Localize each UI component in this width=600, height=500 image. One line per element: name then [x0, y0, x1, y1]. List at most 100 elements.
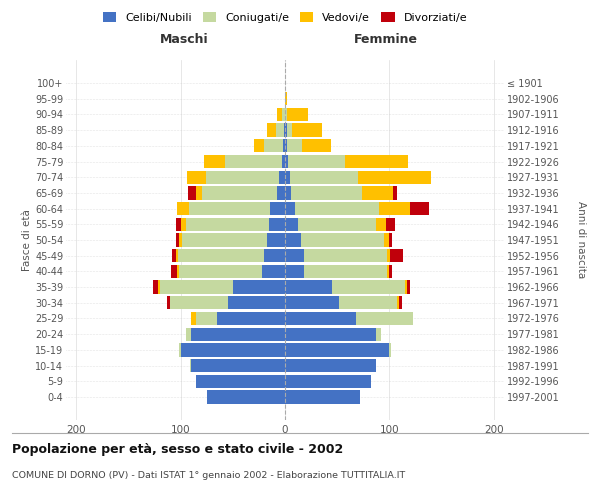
- Bar: [233, 280, 285, 294]
- Text: Maschi: Maschi: [160, 32, 209, 46]
- Bar: [387, 249, 391, 262]
- Bar: [264, 139, 283, 152]
- Bar: [287, 108, 308, 121]
- Bar: [196, 312, 217, 325]
- Bar: [224, 155, 282, 168]
- Bar: [275, 124, 284, 137]
- Bar: [179, 343, 181, 356]
- Bar: [196, 186, 202, 200]
- Bar: [290, 170, 358, 184]
- Bar: [191, 359, 285, 372]
- Bar: [158, 280, 160, 294]
- Bar: [282, 155, 285, 168]
- Bar: [167, 296, 170, 310]
- Bar: [175, 234, 179, 246]
- Bar: [397, 296, 398, 310]
- Bar: [217, 312, 285, 325]
- Bar: [398, 296, 402, 310]
- Bar: [285, 92, 287, 106]
- Bar: [379, 202, 410, 215]
- Bar: [285, 234, 301, 246]
- Bar: [285, 296, 339, 310]
- Bar: [182, 234, 267, 246]
- Bar: [298, 218, 376, 231]
- Bar: [285, 124, 287, 137]
- Bar: [285, 264, 304, 278]
- Bar: [196, 374, 285, 388]
- Bar: [410, 202, 429, 215]
- Bar: [394, 186, 397, 200]
- Bar: [346, 155, 408, 168]
- Bar: [339, 296, 397, 310]
- Bar: [262, 264, 285, 278]
- Bar: [181, 343, 285, 356]
- Bar: [407, 280, 410, 294]
- Bar: [176, 264, 179, 278]
- Bar: [358, 170, 431, 184]
- Bar: [405, 280, 407, 294]
- Bar: [191, 328, 285, 341]
- Bar: [202, 186, 277, 200]
- Bar: [277, 108, 282, 121]
- Bar: [301, 234, 384, 246]
- Bar: [267, 234, 285, 246]
- Bar: [332, 280, 405, 294]
- Bar: [292, 124, 322, 137]
- Bar: [175, 249, 178, 262]
- Bar: [175, 218, 181, 231]
- Bar: [386, 218, 395, 231]
- Bar: [389, 343, 391, 356]
- Text: Popolazione per età, sesso e stato civile - 2002: Popolazione per età, sesso e stato civil…: [12, 442, 343, 456]
- Bar: [304, 264, 387, 278]
- Bar: [304, 249, 387, 262]
- Bar: [188, 186, 196, 200]
- Y-axis label: Fasce di età: Fasce di età: [22, 209, 32, 271]
- Bar: [285, 139, 287, 152]
- Bar: [295, 202, 379, 215]
- Bar: [170, 296, 227, 310]
- Bar: [181, 218, 186, 231]
- Bar: [285, 328, 376, 341]
- Bar: [187, 170, 206, 184]
- Bar: [178, 249, 264, 262]
- Bar: [207, 390, 285, 404]
- Bar: [269, 218, 285, 231]
- Bar: [267, 124, 275, 137]
- Bar: [271, 202, 285, 215]
- Bar: [285, 312, 356, 325]
- Bar: [285, 218, 298, 231]
- Bar: [285, 390, 360, 404]
- Bar: [287, 124, 292, 137]
- Legend: Celibi/Nubili, Coniugati/e, Vedovi/e, Divorziati/e: Celibi/Nubili, Coniugati/e, Vedovi/e, Di…: [98, 8, 472, 28]
- Bar: [285, 343, 389, 356]
- Bar: [389, 264, 392, 278]
- Bar: [287, 139, 302, 152]
- Bar: [191, 312, 196, 325]
- Bar: [284, 124, 285, 137]
- Bar: [186, 218, 269, 231]
- Bar: [384, 234, 389, 246]
- Bar: [376, 328, 381, 341]
- Bar: [160, 280, 233, 294]
- Bar: [387, 264, 389, 278]
- Bar: [186, 328, 191, 341]
- Text: Femmine: Femmine: [354, 32, 418, 46]
- Bar: [285, 186, 291, 200]
- Bar: [264, 249, 285, 262]
- Bar: [285, 155, 288, 168]
- Bar: [283, 139, 285, 152]
- Bar: [172, 264, 176, 278]
- Bar: [285, 249, 304, 262]
- Bar: [285, 170, 290, 184]
- Bar: [376, 218, 386, 231]
- Bar: [391, 249, 403, 262]
- Bar: [285, 359, 376, 372]
- Bar: [285, 202, 295, 215]
- Bar: [288, 155, 346, 168]
- Y-axis label: Anni di nascita: Anni di nascita: [577, 202, 586, 278]
- Bar: [254, 139, 264, 152]
- Bar: [362, 186, 394, 200]
- Bar: [179, 264, 262, 278]
- Bar: [203, 155, 224, 168]
- Bar: [285, 374, 371, 388]
